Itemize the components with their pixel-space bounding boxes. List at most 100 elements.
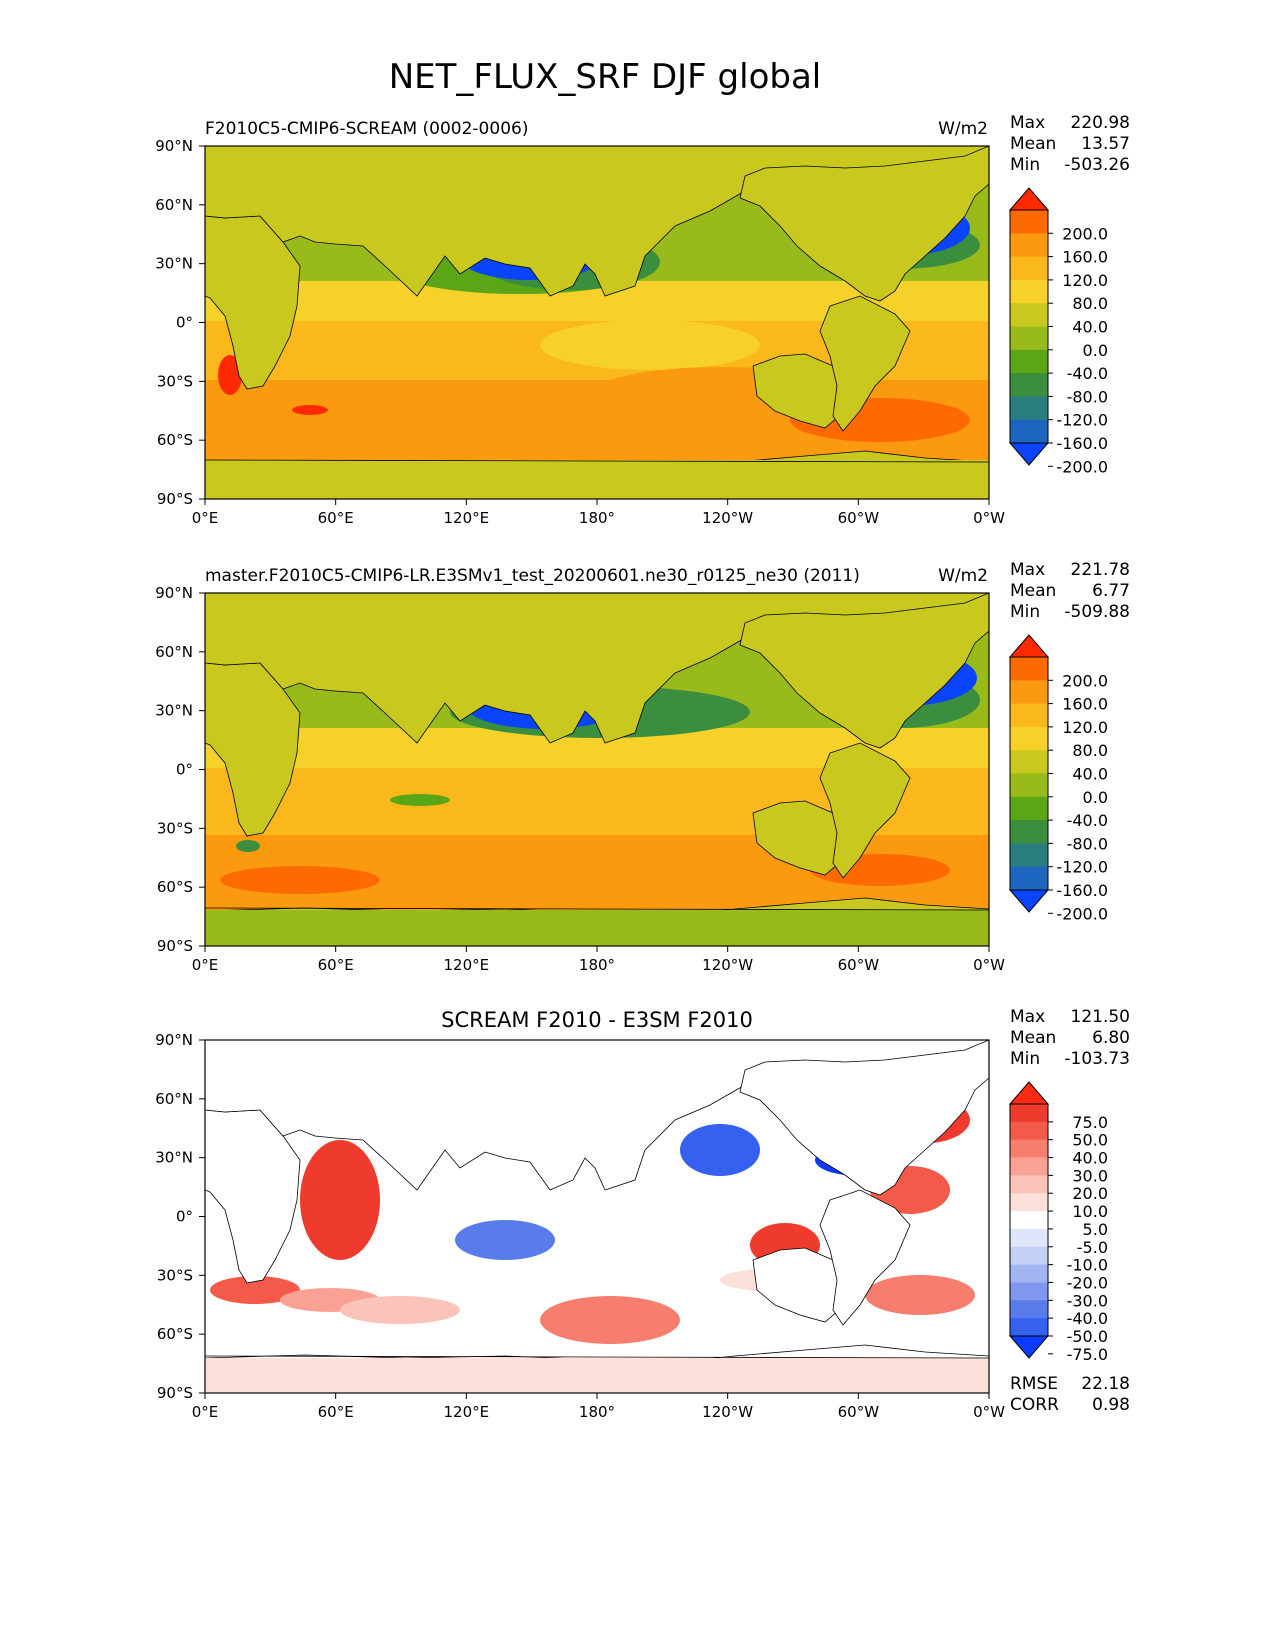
x-tick-label: 60°W	[838, 956, 880, 974]
colorbar-tick-label: -10.0	[1067, 1256, 1108, 1275]
x-tick-label: 120°E	[444, 509, 490, 527]
panel-3-stats: Max 121.50 Mean 6.80 Min -103.73	[1010, 1007, 1130, 1069]
panel-2-mean-label: Mean	[1010, 581, 1056, 601]
y-tick-label: 0°	[176, 314, 193, 332]
corr-value: 0.98	[1092, 1395, 1130, 1415]
colorbar-segment	[1010, 256, 1048, 281]
panel-2-min-value: -509.88	[1064, 602, 1130, 622]
colorbar-segment	[1010, 396, 1048, 421]
colorbar-tick-label: 160.0	[1062, 695, 1108, 714]
colorbar-tick-label: 30.0	[1072, 1166, 1108, 1185]
panel-1-mean-label: Mean	[1010, 134, 1056, 154]
colorbar-segment	[1010, 657, 1048, 681]
colorbar-tick-label: 160.0	[1062, 248, 1108, 267]
corr-label: CORR	[1010, 1395, 1059, 1415]
colorbar-tick-label: -40.0	[1067, 1309, 1108, 1328]
x-tick-label: 60°W	[838, 509, 880, 527]
panel-2-max-value: 221.78	[1071, 560, 1130, 580]
colorbar-segment	[1010, 866, 1048, 891]
panel-2-min-label: Min	[1010, 602, 1040, 622]
colorbar-tick-label: -200.0	[1056, 457, 1108, 476]
y-tick-label: 30°S	[157, 1266, 193, 1284]
colorbar-segment	[1010, 1246, 1048, 1266]
colorbar-segment	[1010, 233, 1048, 258]
x-tick-label: 120°W	[702, 509, 753, 527]
y-tick-label: 60°N	[155, 196, 193, 214]
x-tick-label: 0°W	[973, 1403, 1005, 1421]
colorbar-segment	[1010, 303, 1048, 327]
panel-3-axes: 0°E 60°E 120°E 180° 120°W 60°W 0°W 90°N 60°N 30°N…	[155, 1031, 1005, 1421]
x-tick-label: 60°E	[318, 509, 354, 527]
y-tick-label: 90°S	[157, 1384, 193, 1402]
colorbar-extend-top	[1008, 187, 1050, 211]
panel-1: F2010C5-CMIP6-SCREAM (0002-0006) W/m2 Ma…	[155, 113, 1130, 527]
colorbar-segment	[1010, 750, 1048, 774]
colorbar-tick-label: -120.0	[1056, 411, 1108, 430]
y-tick-label: 60°S	[157, 878, 193, 896]
panel-2-title: master.F2010C5-CMIP6-LR.E3SMv1_test_2020…	[205, 566, 860, 586]
panel-3-colorbar: 75.050.040.030.020.010.05.0-5.0-10.0-20.…	[1008, 1081, 1108, 1364]
colorbar-extend-bottom	[1008, 1335, 1050, 1359]
panel-2-axes: 0°E 60°E 120°E 180° 120°W 60°W 0°W 90°N 60°N 30°N…	[155, 584, 1005, 974]
x-tick-label: 0°E	[192, 509, 219, 527]
x-tick-label: 0°W	[973, 956, 1005, 974]
panel-2-colorbar: 200.0 160.0 120.0 80.0 40.0 0.0 -40.0 -80.0 -120…	[1008, 634, 1108, 923]
colorbar-tick-label: -40.0	[1067, 364, 1108, 383]
colorbar-tick-label: -120.0	[1056, 858, 1108, 877]
panel-1-min-value: -503.26	[1064, 155, 1130, 175]
colorbar-segment	[1010, 1104, 1048, 1123]
colorbar-tick-label: 10.0	[1072, 1202, 1108, 1221]
panel-3-min-label: Min	[1010, 1049, 1040, 1069]
colorbar-segment	[1010, 1157, 1048, 1176]
colorbar-segment	[1010, 1121, 1048, 1141]
colorbar-tick-label: 80.0	[1072, 741, 1108, 760]
y-tick-label: 60°S	[157, 1325, 193, 1343]
y-tick-label: 90°N	[155, 137, 193, 155]
panel-3-footer-stats: RMSE 22.18 CORR 0.98	[1010, 1374, 1130, 1415]
panel-2-mean-value: 6.77	[1092, 581, 1130, 601]
panel-3-title: SCREAM F2010 - E3SM F2010	[441, 1008, 753, 1032]
panel-3-min-value: -103.73	[1064, 1049, 1130, 1069]
colorbar-tick-label: 20.0	[1072, 1184, 1108, 1203]
colorbar-segment	[1010, 680, 1048, 705]
panel-1-max-label: Max	[1010, 113, 1045, 133]
colorbar-tick-label: -80.0	[1067, 387, 1108, 406]
colorbar-segment	[1010, 843, 1048, 868]
y-tick-label: 0°	[176, 1208, 193, 1226]
panel-3-max-value: 121.50	[1071, 1007, 1130, 1027]
colorbar-tick-label: -5.0	[1077, 1238, 1108, 1257]
x-tick-label: 180°	[579, 509, 615, 527]
y-tick-label: 90°N	[155, 584, 193, 602]
panel-2-stats: Max 221.78 Mean 6.77 Min -509.88	[1010, 560, 1130, 622]
colorbar-segment	[1010, 419, 1048, 444]
colorbar-segment	[1010, 773, 1048, 798]
y-tick-label: 30°N	[155, 1149, 193, 1167]
colorbar-segment	[1010, 1193, 1048, 1212]
y-tick-label: 60°S	[157, 431, 193, 449]
panel-3-max-label: Max	[1010, 1007, 1045, 1027]
panel-3-mean-value: 6.80	[1092, 1028, 1130, 1048]
y-tick-label: 90°S	[157, 490, 193, 508]
y-tick-label: 60°N	[155, 1090, 193, 1108]
colorbar-segment	[1010, 726, 1048, 751]
colorbar-segment	[1010, 279, 1048, 304]
panel-1-map	[205, 146, 989, 499]
colorbar-segment	[1010, 820, 1048, 844]
colorbar-tick-label: 200.0	[1062, 671, 1108, 690]
colorbar-segment	[1010, 373, 1048, 397]
colorbar-segment	[1010, 326, 1048, 351]
colorbar-tick-label: -75.0	[1067, 1345, 1108, 1364]
y-tick-label: 90°N	[155, 1031, 193, 1049]
panel-1-max-value: 220.98	[1071, 113, 1130, 133]
panel-2-units: W/m2	[938, 566, 988, 586]
x-tick-label: 180°	[579, 956, 615, 974]
colorbar-segment	[1010, 1228, 1048, 1248]
colorbar-tick-label: 0.0	[1083, 788, 1108, 807]
panel-1-axes: 0°E 60°E 120°E 180° 120°W 60°W 0°W 90°N 60°N 30°N…	[155, 137, 1005, 527]
colorbar-segment	[1010, 1175, 1048, 1194]
rmse-label: RMSE	[1010, 1374, 1058, 1394]
x-tick-label: 60°E	[318, 956, 354, 974]
colorbar-tick-label: 40.0	[1072, 318, 1108, 337]
x-tick-label: 120°W	[702, 1403, 753, 1421]
colorbar-tick-label: 75.0	[1072, 1113, 1108, 1132]
